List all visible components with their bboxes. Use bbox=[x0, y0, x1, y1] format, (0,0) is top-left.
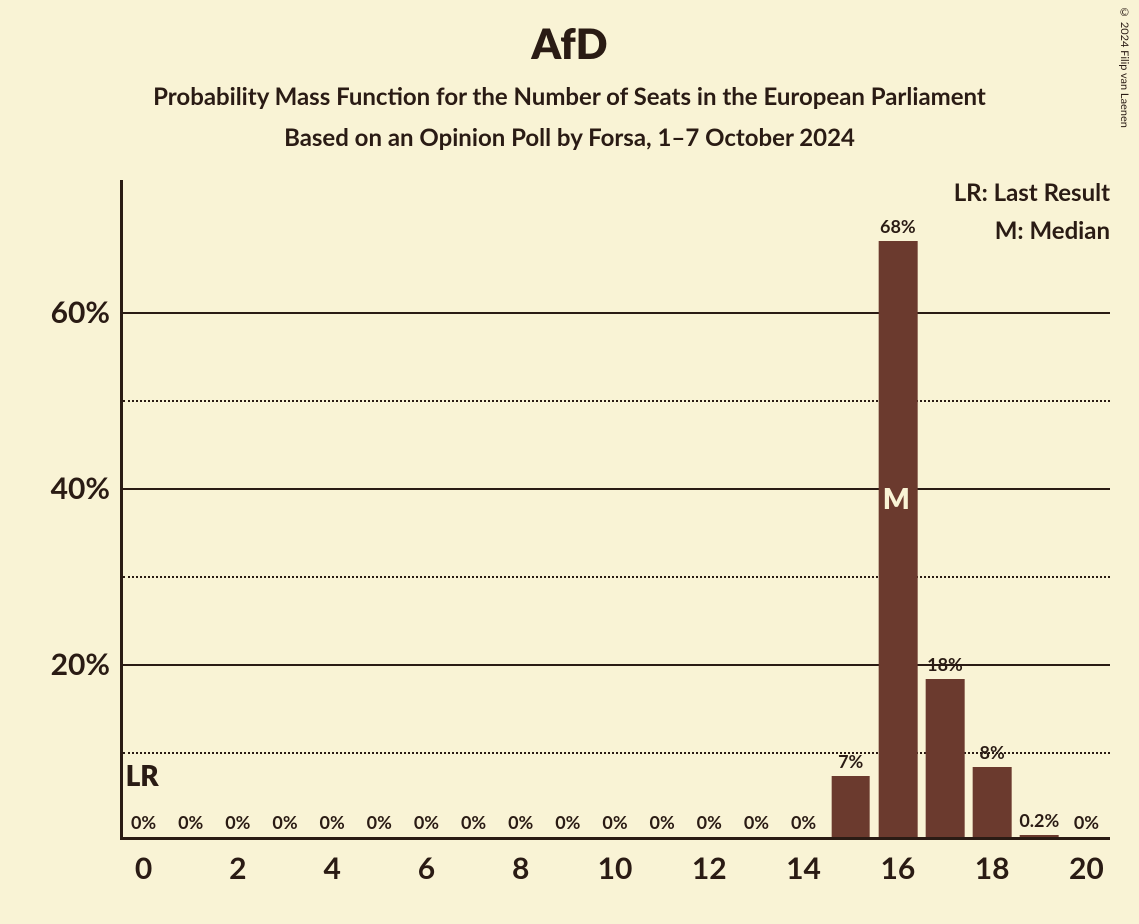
x-tick-label: 18 bbox=[975, 850, 1010, 886]
x-tick-label: 6 bbox=[418, 850, 435, 886]
x-tick-label: 20 bbox=[1069, 850, 1104, 886]
x-tick-label: 8 bbox=[512, 850, 529, 886]
bar-value-label: 0% bbox=[774, 811, 834, 833]
bar: 68% bbox=[879, 241, 918, 837]
gridline-major bbox=[123, 488, 1110, 490]
bar-rect bbox=[973, 767, 1012, 837]
x-tick-label: 12 bbox=[692, 850, 727, 886]
x-axis bbox=[120, 837, 1110, 840]
bar: 7% bbox=[831, 776, 870, 837]
gridline-major bbox=[123, 312, 1110, 314]
x-tick-label: 16 bbox=[880, 850, 915, 886]
bar: 8% bbox=[973, 767, 1012, 837]
x-tick-label: 14 bbox=[786, 850, 821, 886]
annotation-lr: LR bbox=[126, 758, 159, 792]
legend-lr: LR: Last Result bbox=[954, 174, 1110, 212]
bar-rect bbox=[879, 241, 918, 837]
annotation-median: M bbox=[883, 481, 910, 515]
y-tick-label: 60% bbox=[30, 294, 110, 330]
gridline-minor bbox=[123, 576, 1110, 578]
x-tick-label: 2 bbox=[229, 850, 246, 886]
bar: 18% bbox=[926, 679, 965, 837]
bar-value-label: 68% bbox=[868, 215, 928, 237]
y-tick-label: 20% bbox=[30, 646, 110, 682]
gridline-minor bbox=[123, 400, 1110, 402]
x-tick-label: 4 bbox=[323, 850, 340, 886]
x-tick-label: 10 bbox=[598, 850, 633, 886]
x-tick-label: 0 bbox=[135, 850, 152, 886]
bar-value-label: 8% bbox=[962, 741, 1022, 763]
bar-value-label: 7% bbox=[821, 750, 881, 772]
legend-m: M: Median bbox=[954, 212, 1110, 250]
bar-rect bbox=[831, 776, 870, 837]
bar-value-label: 18% bbox=[915, 653, 975, 675]
chart-subtitle-1: Probability Mass Function for the Number… bbox=[0, 82, 1139, 111]
chart-subtitle-2: Based on an Opinion Poll by Forsa, 1–7 O… bbox=[0, 123, 1139, 152]
copyright-text: © 2024 Filip van Laenen bbox=[1118, 6, 1131, 128]
bar-rect bbox=[926, 679, 965, 837]
chart-title: AfD bbox=[0, 0, 1139, 68]
y-axis bbox=[120, 180, 123, 840]
legend: LR: Last Result M: Median bbox=[954, 174, 1110, 251]
chart-plot-area: LR: Last Result M: Median 0%0%0%0%0%0%0%… bbox=[120, 180, 1110, 840]
bar-value-label: 0% bbox=[1056, 811, 1116, 833]
y-tick-label: 40% bbox=[30, 470, 110, 506]
